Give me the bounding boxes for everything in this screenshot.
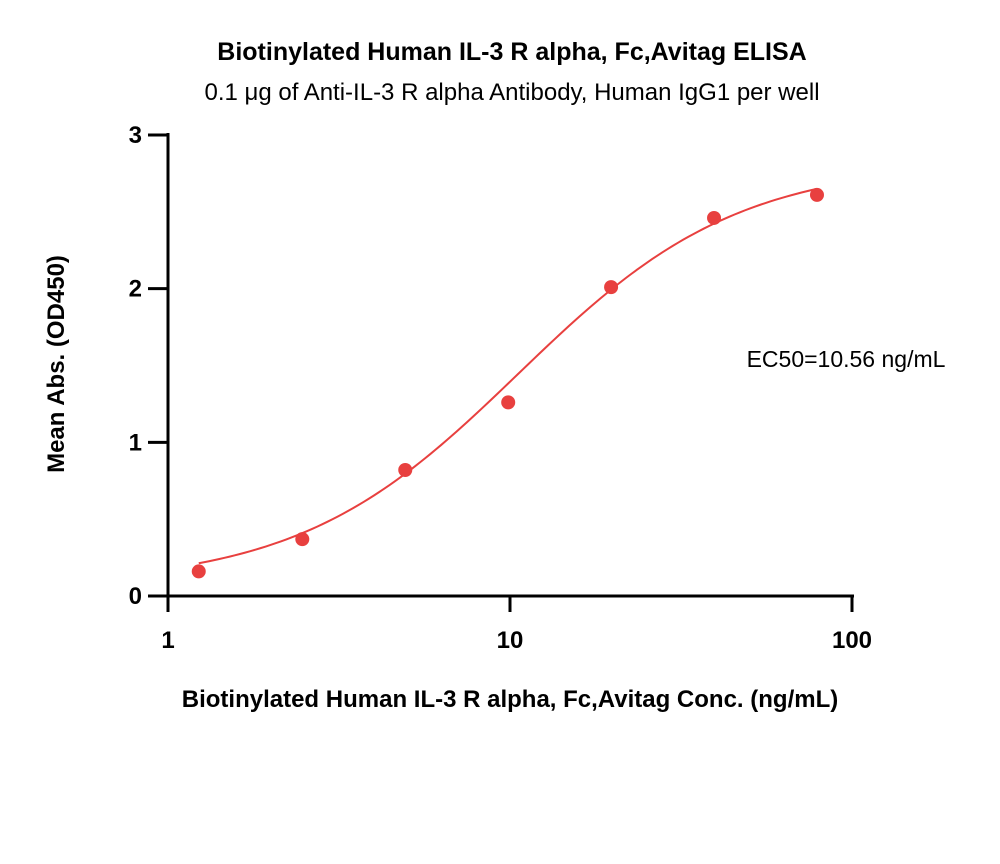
- y-tick-label: 3: [129, 122, 142, 149]
- data-points: [191, 187, 824, 579]
- y-axis-title: Mean Abs. (OD450): [43, 255, 70, 473]
- chart-title: Biotinylated Human IL-3 R alpha, Fc,Avit…: [217, 38, 806, 66]
- data-point: [191, 564, 206, 579]
- x-tick-label: 10: [497, 627, 524, 654]
- data-point: [707, 210, 722, 225]
- ec50-annotation: EC50=10.56 ng/mL: [747, 346, 946, 372]
- y-tick-label: 0: [129, 583, 142, 610]
- data-point: [501, 395, 516, 410]
- x-tick-label: 1: [161, 627, 174, 654]
- fit-curve: [198, 187, 818, 565]
- x-tick-label: 100: [832, 627, 872, 654]
- data-point: [604, 280, 619, 295]
- chart-subtitle: 0.1 μg of Anti-IL-3 R alpha Antibody, Hu…: [204, 79, 819, 106]
- data-point: [295, 532, 310, 547]
- x-axis-title: Biotinylated Human IL-3 R alpha, Fc,Avit…: [182, 686, 838, 713]
- data-point: [809, 187, 824, 202]
- data-point: [398, 462, 413, 477]
- x-ticks: 1 10 100: [161, 596, 872, 654]
- y-tick-label: 1: [129, 429, 142, 456]
- y-ticks: 0 1 2 3: [129, 122, 168, 610]
- y-tick-label: 2: [129, 276, 142, 303]
